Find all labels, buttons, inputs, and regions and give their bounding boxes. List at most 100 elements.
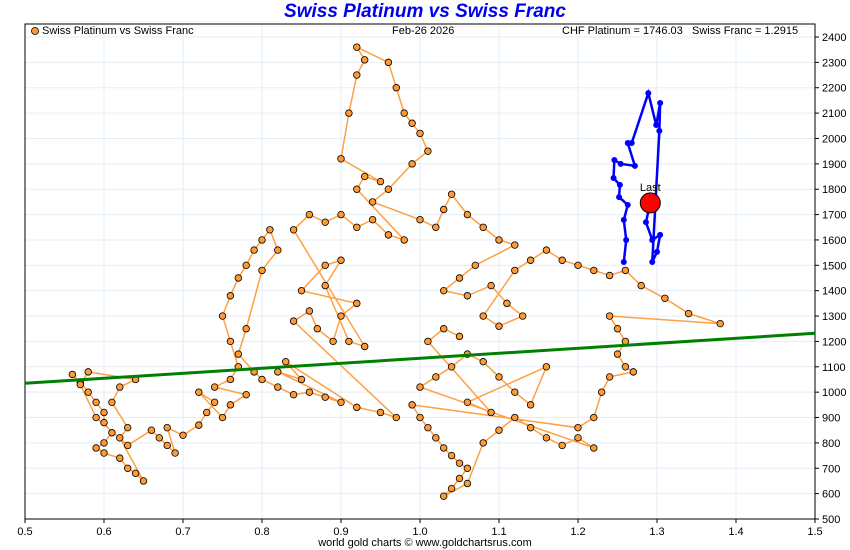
y-tick-label: 500 [822, 514, 840, 526]
x-tick-label: 1.0 [412, 526, 427, 538]
history-point [408, 160, 416, 168]
y-tick-label: 2400 [822, 32, 846, 44]
y-tick-label: 1500 [822, 260, 846, 272]
history-point [179, 431, 187, 439]
history-point [210, 383, 219, 391]
history-point [716, 319, 724, 328]
history-point [416, 383, 424, 391]
recent-point [649, 236, 656, 243]
history-point [384, 185, 393, 193]
history-point [258, 236, 266, 244]
recent-point [611, 157, 618, 164]
history-point [313, 325, 321, 333]
history-point [116, 454, 124, 462]
history-point [479, 358, 487, 366]
history-point [250, 246, 258, 254]
history-point [123, 464, 132, 472]
history-point [605, 373, 614, 381]
y-tick-label: 1800 [822, 184, 846, 196]
history-point [511, 388, 519, 396]
history-point [503, 299, 511, 308]
history-point [455, 474, 464, 483]
history-point [416, 129, 424, 138]
date-label: Feb-26 2026 [392, 25, 455, 37]
recent-point [620, 216, 627, 223]
history-point [511, 266, 519, 275]
history-point [463, 479, 472, 488]
history-point [447, 363, 456, 371]
history-point [218, 413, 227, 422]
y-tick-label: 1600 [822, 235, 846, 247]
history-point [226, 292, 235, 300]
last-point-label: Last [640, 182, 661, 194]
history-point [258, 375, 266, 384]
history-point [590, 413, 598, 422]
recent-point [653, 122, 660, 129]
history-point [116, 434, 124, 442]
history-point [684, 309, 693, 318]
history-point [337, 312, 345, 320]
legend-label: Swiss Platinum vs Swiss Franc [42, 25, 194, 37]
history-point [526, 401, 535, 409]
history-point [605, 312, 614, 320]
chart-title: Swiss Platinum vs Swiss Franc [284, 1, 566, 22]
history-point [424, 423, 432, 432]
y-tick-label: 1100 [822, 362, 846, 374]
history-point [621, 266, 630, 275]
platinum-readout: CHF Platinum = 1746.03 [562, 25, 683, 37]
history-point [242, 325, 250, 333]
history-point [68, 370, 77, 379]
history-point [479, 223, 487, 231]
history-point [297, 375, 306, 384]
history-point [455, 459, 464, 467]
history-point [321, 393, 329, 401]
plot-frame [24, 23, 816, 520]
history-point [440, 325, 448, 333]
y-tick-label: 2000 [822, 133, 846, 145]
recent-point [657, 99, 664, 106]
history-point [123, 441, 132, 450]
history-point [226, 401, 235, 409]
history-point [432, 223, 440, 231]
y-tick-label: 1000 [822, 387, 846, 399]
history-point [242, 390, 250, 399]
history-point [92, 398, 100, 407]
y-tick-label: 1700 [822, 210, 846, 222]
history-point [274, 246, 282, 254]
history-point [226, 375, 235, 384]
recent-point [642, 219, 649, 226]
history-point [661, 294, 669, 302]
recent-point [610, 175, 617, 182]
history-point [376, 177, 385, 186]
x-tick-label: 0.6 [96, 526, 111, 538]
history-point [574, 434, 582, 442]
history-point [226, 337, 235, 346]
history-point [353, 43, 361, 51]
y-tick-label: 1300 [822, 311, 846, 323]
history-point [92, 444, 100, 452]
history-point [463, 398, 472, 407]
history-point [353, 223, 361, 231]
y-tick-label: 600 [822, 489, 840, 501]
history-point [76, 380, 84, 389]
recent-point [631, 162, 638, 169]
history-point [408, 119, 416, 127]
recent-point [624, 201, 631, 208]
history-point [305, 210, 314, 219]
history-point [210, 398, 219, 407]
recent-point [616, 194, 623, 201]
history-point [274, 368, 282, 376]
history-point [353, 185, 361, 193]
history-point [400, 109, 408, 117]
history-point [289, 390, 298, 399]
history-point [195, 421, 203, 429]
history-point [100, 439, 108, 447]
history-point [495, 373, 503, 381]
y-tick-label: 900 [822, 413, 840, 425]
history-point [195, 388, 203, 396]
history-point [123, 423, 132, 432]
history-point [376, 408, 385, 417]
history-point [163, 423, 171, 432]
